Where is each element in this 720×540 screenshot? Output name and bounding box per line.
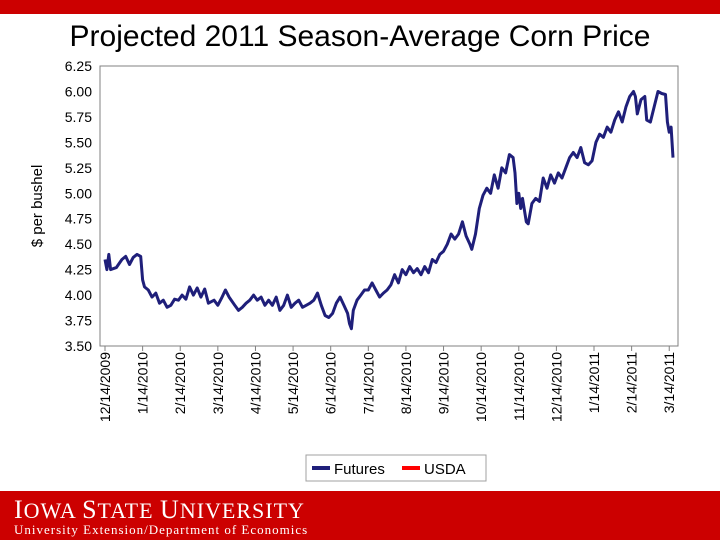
x-tick-label: 10/14/2010 bbox=[473, 352, 489, 422]
legend-box bbox=[305, 454, 487, 482]
series-layer bbox=[103, 90, 675, 331]
y-axis: 6.25 6.00 5.75 5.50 5.25 5.00 4.75 4.50 4.25 4.00… bbox=[65, 58, 92, 354]
y-tick-label: 3.50 bbox=[65, 338, 92, 354]
y-tick-label: 5.00 bbox=[65, 185, 92, 201]
legend: Futures USDA bbox=[305, 454, 487, 482]
x-tick-label: 6/14/2010 bbox=[323, 352, 339, 414]
x-tick-label: 12/14/2010 bbox=[548, 352, 564, 422]
y-tick-label: 3.75 bbox=[65, 313, 92, 329]
university-wordmark: IOWA STATE UNIVERSITY bbox=[14, 495, 305, 524]
y-tick-label: 5.75 bbox=[65, 109, 92, 125]
slide-title: Projected 2011 Season-Average Corn Price bbox=[69, 20, 651, 53]
x-tick-label: 7/14/2010 bbox=[360, 352, 376, 414]
x-tick-label: 3/14/2011 bbox=[661, 352, 677, 413]
department-label: University Extension/Department of Econo… bbox=[14, 522, 309, 537]
x-tick-label: 1/14/2011 bbox=[586, 352, 602, 413]
top-accent-bar bbox=[0, 0, 720, 14]
x-axis: 12/14/2009 1/14/2010 2/14/2010 3/14/2010 4/1… bbox=[97, 346, 677, 422]
x-tick-label: 2/14/2011 bbox=[624, 352, 640, 413]
y-tick-label: 4.00 bbox=[65, 287, 92, 303]
x-tick-label: 5/14/2010 bbox=[285, 352, 301, 414]
x-tick-label: 11/14/2010 bbox=[511, 352, 527, 421]
y-tick-label: 4.75 bbox=[65, 211, 92, 227]
x-tick-label: 2/14/2010 bbox=[172, 352, 188, 414]
y-tick-label: 6.25 bbox=[65, 58, 92, 74]
chart: 6.25 6.00 5.75 5.50 5.25 5.00 4.75 4.50 4.25 4.00… bbox=[29, 58, 679, 482]
series-line-futures bbox=[103, 90, 675, 331]
plot-area bbox=[99, 65, 679, 347]
y-axis-label: $ per bushel bbox=[29, 165, 46, 248]
y-tick-label: 5.50 bbox=[65, 134, 92, 150]
footer-bar: IOWA STATE UNIVERSITY University Extensi… bbox=[0, 491, 720, 540]
y-tick-label: 4.25 bbox=[65, 262, 92, 278]
x-tick-label: 9/14/2010 bbox=[436, 352, 452, 414]
x-tick-label: 8/14/2010 bbox=[398, 352, 414, 414]
x-tick-label: 1/14/2010 bbox=[135, 352, 151, 414]
legend-label-futures: Futures bbox=[334, 461, 385, 478]
y-tick-label: 4.50 bbox=[65, 236, 92, 252]
legend-label-usda: USDA bbox=[424, 461, 466, 478]
y-tick-label: 5.25 bbox=[65, 160, 92, 176]
x-tick-label: 4/14/2010 bbox=[247, 352, 263, 414]
x-tick-label: 3/14/2010 bbox=[210, 352, 226, 414]
y-tick-label: 6.00 bbox=[65, 83, 92, 99]
x-tick-label: 12/14/2009 bbox=[97, 352, 113, 422]
